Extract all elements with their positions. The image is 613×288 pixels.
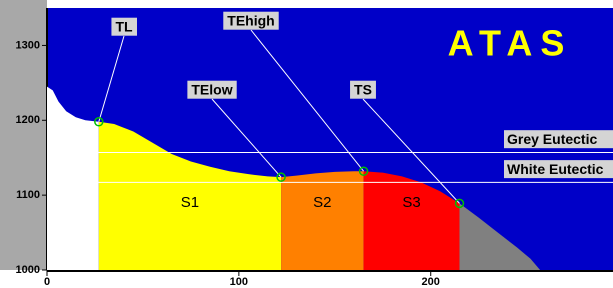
reference-label: Grey Eutectic xyxy=(507,131,597,147)
point-label: TS xyxy=(354,82,372,98)
y-tick-label: 1100 xyxy=(16,189,40,201)
region-label: S3 xyxy=(402,194,420,211)
point-label: TElow xyxy=(191,82,232,98)
x-axis-strip xyxy=(0,270,613,288)
region xyxy=(281,171,364,270)
y-tick-label: 1300 xyxy=(16,39,40,51)
point-label: TEhigh xyxy=(227,13,274,29)
chart-title: ATAS xyxy=(448,23,573,64)
x-tick-label: 0 xyxy=(44,276,50,288)
chart: ATAS S1 S2 S3 Grey Eutectic White Eutectic TL… xyxy=(0,0,613,288)
reference-label: White Eutectic xyxy=(507,161,604,177)
region-label: S1 xyxy=(181,194,199,211)
x-tick-label: 200 xyxy=(422,276,440,288)
x-tick-label: 100 xyxy=(230,276,248,288)
region-label: S2 xyxy=(313,194,331,211)
y-tick-label: 1200 xyxy=(16,114,40,126)
y-tick-label: 1000 xyxy=(16,264,40,276)
point-label: TL xyxy=(115,19,133,35)
